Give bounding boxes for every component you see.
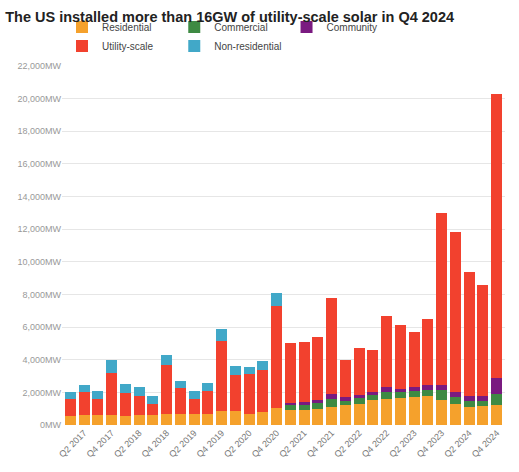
svg-text:Q4 2018: Q4 2018 — [140, 428, 171, 459]
svg-text:16,000MW: 16,000MW — [17, 159, 61, 169]
svg-text:Q2 2021: Q2 2021 — [277, 428, 308, 459]
svg-text:18,000MW: 18,000MW — [17, 126, 61, 136]
svg-text:Q4 2020: Q4 2020 — [250, 428, 281, 459]
svg-text:22,000MW: 22,000MW — [17, 61, 61, 71]
svg-text:Q2 2022: Q2 2022 — [332, 428, 363, 459]
svg-text:8,000MW: 8,000MW — [22, 290, 61, 300]
svg-text:12,000MW: 12,000MW — [17, 224, 61, 234]
svg-text:Q4 2019: Q4 2019 — [195, 428, 226, 459]
svg-text:Q4 2024: Q4 2024 — [470, 428, 501, 459]
svg-text:Q2 2017: Q2 2017 — [57, 428, 88, 459]
svg-text:20,000MW: 20,000MW — [17, 94, 61, 104]
svg-text:Q4 2022: Q4 2022 — [360, 428, 391, 459]
svg-text:Non-residential: Non-residential — [214, 41, 281, 52]
svg-text:The US installed more than 16G: The US installed more than 16GW of utili… — [5, 9, 454, 25]
svg-text:2,000MW: 2,000MW — [22, 388, 61, 398]
svg-text:Commercial: Commercial — [214, 22, 267, 33]
svg-text:Q2 2020: Q2 2020 — [222, 428, 253, 459]
svg-text:10,000MW: 10,000MW — [17, 257, 61, 267]
svg-text:Q2 2024: Q2 2024 — [442, 428, 473, 459]
svg-text:Community: Community — [327, 22, 378, 33]
svg-text:Residential: Residential — [102, 22, 151, 33]
svg-text:Q2 2018: Q2 2018 — [112, 428, 143, 459]
svg-text:Q2 2019: Q2 2019 — [167, 428, 198, 459]
svg-text:Q4 2021: Q4 2021 — [305, 428, 336, 459]
svg-text:Utility-scale: Utility-scale — [102, 41, 154, 52]
svg-text:4,000MW: 4,000MW — [22, 355, 61, 365]
svg-text:0MW: 0MW — [40, 420, 62, 430]
svg-text:Q4 2023: Q4 2023 — [415, 428, 446, 459]
svg-text:14,000MW: 14,000MW — [17, 192, 61, 202]
svg-text:Q2 2023: Q2 2023 — [387, 428, 418, 459]
svg-text:Q4 2017: Q4 2017 — [85, 428, 116, 459]
svg-text:6,000MW: 6,000MW — [22, 322, 61, 332]
